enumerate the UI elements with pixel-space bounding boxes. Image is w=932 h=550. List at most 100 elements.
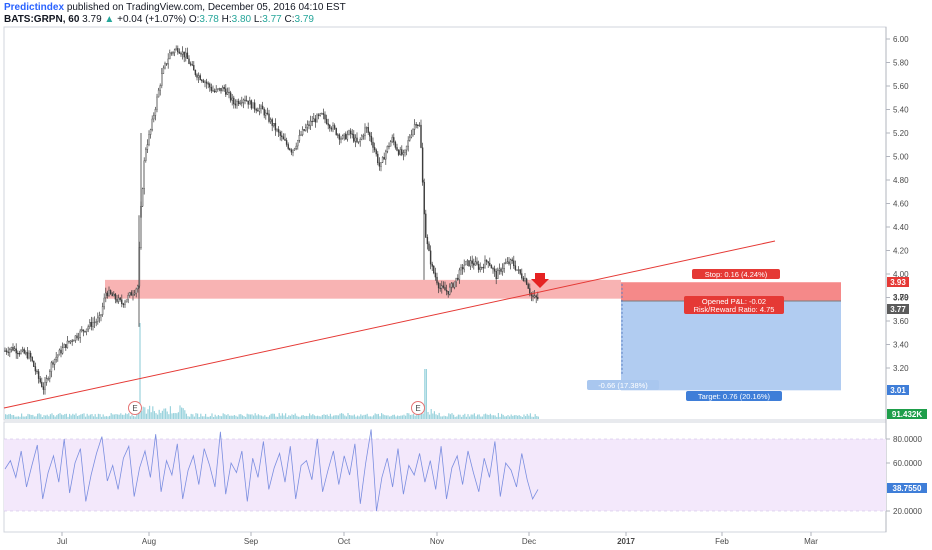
volume-bar [494, 415, 496, 419]
candle-body [533, 295, 536, 298]
volume-bar [374, 413, 376, 419]
candle-body [85, 328, 88, 332]
volume-bar [485, 413, 487, 419]
volume-bar [9, 413, 11, 419]
candle-body [234, 103, 237, 106]
volume-bar [331, 416, 333, 419]
candle-body [177, 48, 179, 53]
trendline[interactable] [3, 240, 776, 409]
author-name[interactable]: Predictindex [4, 2, 65, 13]
volume-bar [249, 414, 251, 419]
resistance-zone[interactable] [105, 279, 621, 299]
target-box[interactable] [621, 301, 841, 391]
candle-body [74, 335, 77, 341]
candle-body [34, 366, 37, 372]
candle-body [285, 140, 288, 145]
candle-body [281, 135, 283, 137]
symbol-label[interactable]: BATS:GRPN, 60 [4, 14, 80, 25]
volume-bar [350, 415, 352, 419]
volume-bar [477, 414, 479, 419]
stop-loss-box[interactable] [621, 282, 841, 302]
volume-bar [488, 415, 490, 419]
candle-body [133, 292, 136, 295]
risk-reward-text: Risk/Reward Ratio: 4.75 [694, 305, 775, 314]
candle-body [282, 136, 285, 140]
volume-bar [313, 415, 315, 419]
volume-bar [216, 416, 218, 419]
candle-body [65, 344, 67, 348]
volume-bar [141, 410, 143, 419]
candle-body [509, 259, 512, 265]
volume-bar [419, 412, 421, 419]
candle-body [385, 151, 387, 160]
candle-body [380, 162, 382, 167]
volume-bar [262, 416, 264, 419]
volume-bar [171, 413, 173, 419]
candle-body [335, 128, 337, 135]
low-value: 3.77 [262, 14, 282, 25]
candle-body [508, 261, 510, 265]
candle-body [354, 137, 357, 142]
candle-body [402, 152, 405, 155]
volume-bar [78, 415, 80, 419]
volume-bar [97, 413, 99, 419]
volume-bar [40, 414, 42, 419]
candle-body [17, 352, 19, 355]
candle-body [137, 285, 139, 290]
candle-body [372, 141, 374, 148]
candle-body [252, 102, 254, 109]
candle-body [98, 315, 101, 319]
price-axis[interactable]: 6.00 5.80 5.60 5.40 5.20 5.00 4.80 4.60 4.40 4.20… [886, 35, 909, 373]
volume-bar [435, 414, 437, 419]
volume-bar [184, 410, 186, 419]
volume-bar [72, 413, 74, 419]
volume-bar [173, 413, 175, 419]
candle-body [375, 149, 377, 155]
volume-bar [296, 415, 298, 419]
volume-bar [272, 413, 274, 419]
volume-bar [38, 413, 40, 419]
down-arrow-icon[interactable] [531, 273, 549, 288]
volume-bar [75, 413, 77, 419]
price-tick-label: 4.20 [893, 247, 909, 256]
rsi-axis[interactable]: 80.0000 60.0000 20.0000 [886, 435, 922, 516]
volume-bar [533, 416, 535, 419]
volume-bar [238, 414, 240, 419]
candle-body [23, 349, 25, 354]
volume-bar [232, 415, 234, 419]
candle-body [178, 51, 181, 54]
candle-body [239, 102, 241, 105]
candle-body [394, 141, 397, 148]
candle-body [485, 259, 488, 262]
volume-bar [107, 416, 109, 419]
earnings-marker-1[interactable]: E [128, 401, 142, 415]
candle-body [61, 347, 64, 354]
candle-body [223, 87, 225, 89]
volume-bar [472, 414, 474, 419]
candle-body [442, 285, 445, 288]
time-axis[interactable]: Jul Aug Sep Oct Nov Dec 2017 Feb Mar [57, 532, 818, 546]
candle-body [130, 292, 133, 296]
volume-bar [14, 416, 16, 419]
volume-bar [297, 416, 299, 419]
volume-bar [291, 414, 293, 419]
candle-body [404, 149, 406, 153]
volume-bar [192, 414, 194, 419]
candle-body [460, 267, 462, 271]
candle-body [68, 340, 70, 343]
candle-body [156, 96, 158, 110]
volume-bar [45, 415, 47, 419]
volume-bar [174, 413, 176, 419]
candle-body [521, 273, 523, 279]
candle-body [530, 293, 533, 296]
volume-bar [405, 415, 407, 419]
candle-body [529, 288, 531, 294]
earnings-marker-2[interactable]: E [411, 401, 425, 415]
volume-bar [529, 413, 531, 419]
candle-body [434, 272, 437, 278]
candle-body [215, 88, 217, 92]
candle-body [164, 63, 166, 69]
last-price: 3.79 [82, 14, 102, 25]
volume-bar [454, 416, 456, 419]
